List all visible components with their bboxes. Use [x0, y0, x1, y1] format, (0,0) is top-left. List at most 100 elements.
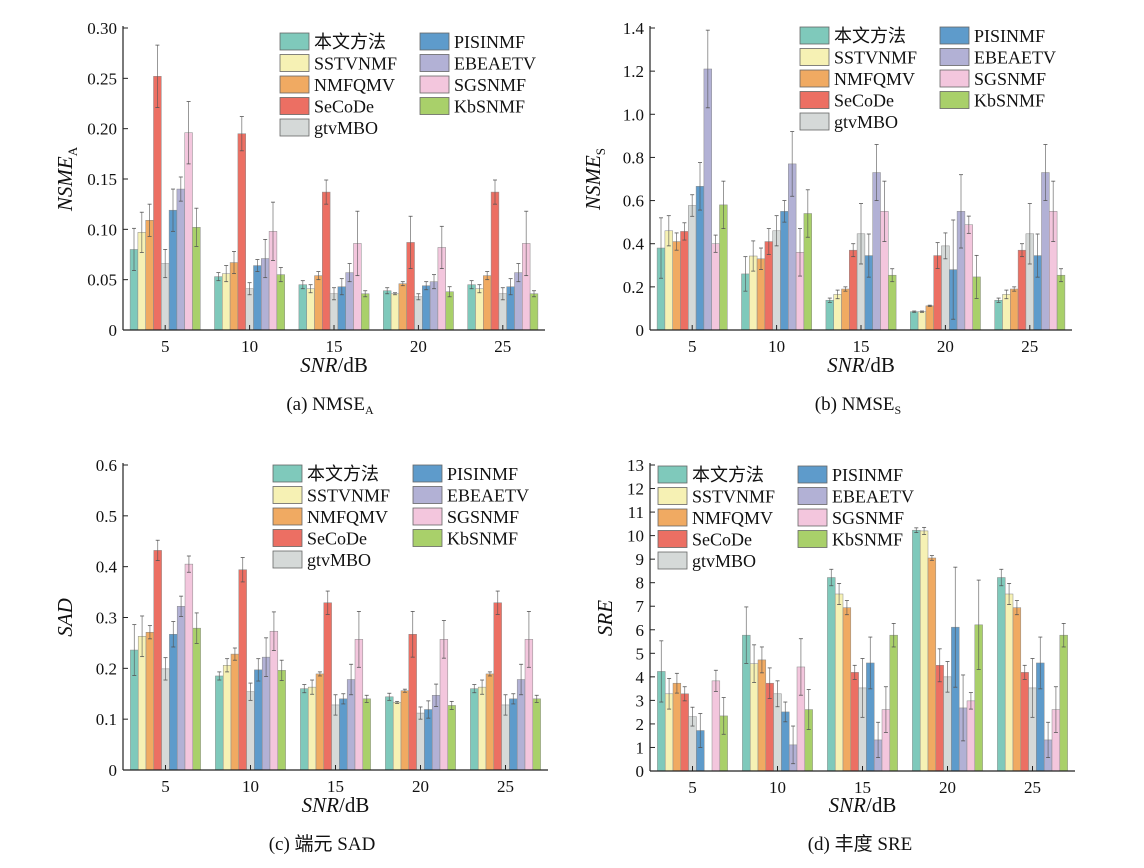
y-tick-label: 0.10: [87, 220, 117, 239]
legend-swatch: [272, 507, 303, 526]
panel-caption-main: (a) NMSE: [286, 394, 365, 415]
y-tick-label: 9: [636, 550, 645, 569]
legend-swatch: [657, 508, 688, 527]
x-axis-label-unit: /dB: [338, 353, 368, 377]
x-axis-label: SNR/dB: [827, 353, 895, 377]
legend-swatch: [799, 112, 830, 131]
bar-NMFQMV-20: [398, 283, 407, 331]
y-tick-label: 0.2: [96, 659, 117, 678]
bar-KbSNMF-20: [447, 705, 456, 771]
bar-KbSNMF-25: [1056, 274, 1066, 331]
x-tick-label: 5: [161, 777, 170, 796]
bar-NMFQMV-5: [672, 241, 681, 331]
bar-NMFQMV-10: [230, 653, 240, 771]
bar-NMFQMV-25: [1010, 288, 1019, 331]
legend-label: gtvMBO: [834, 112, 898, 132]
bar-SSTVNMF-15: [306, 288, 315, 331]
legend-label: SSTVNMF: [834, 48, 917, 68]
bar-KbSNMF-20: [445, 291, 454, 331]
y-tick-label: 1.0: [623, 105, 644, 124]
bar-SSTVNMF-20: [392, 702, 402, 771]
y-tick-label: 3: [636, 691, 645, 710]
y-tick-label: 0: [109, 761, 118, 780]
x-tick-label: 10: [769, 778, 786, 797]
panel-caption-main: (d) 丰度 SRE: [808, 833, 913, 855]
y-tick-label: 0.2: [623, 278, 644, 297]
legend-label: PISINMF: [832, 465, 903, 485]
panel-caption-sub: S: [895, 403, 902, 417]
legend-swatch: [797, 530, 828, 548]
x-tick-label: 20: [410, 337, 427, 356]
x-tick-label: 25: [494, 337, 511, 356]
bar-本文方法-15: [827, 577, 836, 772]
legend-label: KbSNMF: [454, 97, 525, 117]
x-tick-label: 25: [1021, 337, 1038, 356]
legend-swatch: [272, 550, 303, 569]
legend-label: 本文方法: [314, 32, 386, 52]
y-tick-label: 2: [636, 715, 645, 734]
x-axis-label-unit: /dB: [866, 793, 896, 817]
legend-swatch: [419, 75, 450, 94]
x-tick-label: 20: [937, 337, 954, 356]
legend-label: SGSNMF: [832, 508, 904, 528]
bar-KbSNMF-15: [888, 274, 897, 331]
legend-label: 本文方法: [834, 26, 906, 46]
y-tick-label: 6: [636, 621, 645, 640]
x-axis-label-main: SNR: [300, 353, 338, 377]
bar-PISINMF-10: [254, 669, 263, 771]
x-tick-label: 20: [412, 777, 429, 796]
y-tick-label: 1.2: [623, 62, 644, 81]
bar-NMFQMV-10: [757, 659, 767, 772]
y-tick-label: 4: [636, 668, 645, 687]
legend-swatch: [657, 487, 688, 505]
x-tick-label: 5: [161, 337, 170, 356]
bar-SGSNMF-5: [184, 563, 194, 771]
legend-swatch: [799, 48, 830, 66]
bar-SeCoDe-25: [493, 602, 502, 771]
bar-EBEAETV-5: [176, 606, 186, 771]
bar-SSTVNMF-25: [477, 686, 487, 771]
x-tick-label: 20: [939, 778, 956, 797]
bar-SSTVNMF-15: [834, 593, 844, 772]
y-tick-label: 0.5: [96, 507, 117, 526]
bar-SGSNMF-20: [966, 700, 976, 772]
bar-EBEAETV-5: [176, 188, 185, 331]
bar-本文方法-25: [470, 688, 479, 771]
y-tick-label: 1: [636, 738, 645, 757]
x-tick-label: 25: [497, 777, 514, 796]
y-tick-label: 0.3: [96, 609, 117, 628]
y-tick-label: 0.1: [96, 710, 117, 729]
bar-SeCoDe-5: [153, 76, 162, 331]
bar-SeCoDe-5: [680, 693, 689, 772]
legend-label: SSTVNMF: [314, 54, 397, 74]
bar-SGSNMF-20: [964, 224, 973, 331]
bar-SeCoDe-10: [238, 569, 247, 771]
bar-SeCoDe-5: [153, 550, 162, 771]
bar-SGSNMF-5: [711, 243, 720, 331]
legend-label: gtvMBO: [314, 118, 378, 138]
bar-SSTVNMF-15: [833, 294, 842, 331]
legend-label: SeCoDe: [314, 97, 374, 117]
bar-本文方法-15: [300, 688, 309, 771]
legend-swatch: [279, 118, 310, 137]
legend-label: SGSNMF: [447, 507, 519, 527]
legend-swatch: [272, 529, 303, 547]
x-axis-label-unit: /dB: [339, 793, 369, 817]
legend-label: KbSNMF: [447, 529, 518, 549]
bar-SeCoDe-25: [1017, 249, 1027, 331]
bar-KbSNMF-15: [889, 634, 898, 772]
y-tick-label: 0.30: [87, 19, 117, 38]
y-tick-label: 0: [636, 321, 645, 340]
bar-KbSNMF-15: [362, 698, 371, 771]
bar-NMFQMV-25: [1012, 607, 1022, 772]
bar-PISINMF-5: [169, 634, 178, 771]
legend-label: SSTVNMF: [307, 486, 390, 506]
legend-label: NMFQMV: [314, 75, 395, 95]
x-axis-label: SNR/dB: [829, 793, 897, 817]
bar-SSTVNMF-25: [1002, 294, 1011, 331]
bar-SeCoDe-10: [237, 133, 246, 331]
legend-swatch: [797, 508, 828, 527]
